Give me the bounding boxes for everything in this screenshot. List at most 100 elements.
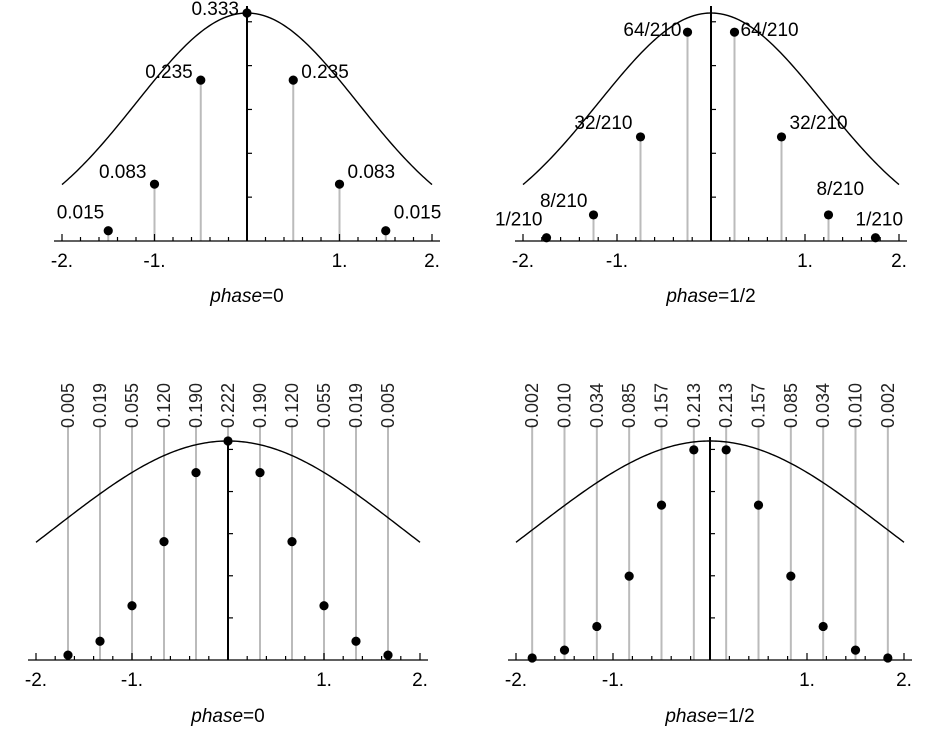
data-label: 8/210 (817, 179, 865, 200)
data-label: 0.120 (282, 383, 302, 428)
data-label: 0.002 (878, 383, 898, 428)
x-tick-label: 1. (797, 251, 813, 272)
data-point (63, 650, 73, 660)
data-label: 0.190 (250, 383, 270, 428)
data-label: 32/210 (790, 113, 848, 134)
data-label: 1/210 (856, 210, 904, 231)
data-point (196, 75, 206, 85)
chart-panel-bottom-right: -2. -1. 1. 2. 0.002 0.010 0.034 0.085 0.157 0.213… (505, 383, 912, 727)
data-point (635, 132, 646, 142)
data-label: 0.157 (652, 383, 672, 428)
data-point (288, 75, 298, 85)
data-point (255, 467, 265, 478)
data-point (818, 621, 828, 632)
x-tick-label: 2. (891, 251, 907, 272)
data-point (381, 226, 391, 236)
data-point (592, 621, 602, 632)
data-point (319, 601, 329, 611)
data-point (624, 571, 634, 581)
data-label: 0.213 (716, 383, 736, 428)
data-point (883, 653, 893, 663)
data-label: 0.010 (555, 383, 575, 428)
data-point (127, 601, 137, 611)
chart-caption: phase=1/2 (665, 286, 755, 307)
data-point (721, 445, 731, 455)
data-point (689, 445, 699, 455)
data-label: 0.083 (348, 162, 396, 183)
data-point (559, 645, 570, 655)
data-point (191, 467, 201, 478)
data-label: 0.019 (90, 383, 110, 428)
data-label: 0.157 (749, 383, 769, 428)
data-label: 0.120 (154, 383, 174, 428)
data-label: 0.055 (314, 383, 334, 428)
data-point (588, 210, 599, 220)
data-point (351, 636, 361, 646)
chart-caption: phase=0 (190, 706, 264, 727)
data-point (223, 436, 233, 446)
data-point (776, 132, 787, 142)
data-label: 0.085 (781, 383, 801, 428)
data-label: 64/210 (623, 20, 681, 41)
data-label: 0.083 (99, 162, 147, 183)
x-tick-label: -1. (602, 670, 624, 691)
data-point (103, 226, 113, 236)
data-point (729, 27, 740, 37)
data-point (527, 653, 537, 663)
chart-panel-top-left: -2. -1. 1. 2. 0.015 0.083 0.235 0.333 0.235 0.083… (51, 0, 441, 307)
data-label: 0.213 (684, 383, 704, 428)
data-label: 64/210 (741, 20, 799, 41)
data-label: 0.333 (191, 0, 239, 20)
data-label: 0.235 (301, 62, 349, 83)
x-tick-label: -2. (51, 251, 73, 272)
data-label: 0.034 (813, 383, 833, 428)
chart-caption: phase=0 (209, 286, 283, 307)
chart-panel-bottom-left: -2. -1. 1. 2. 0.005 0.019 0.055 0.120 0.190 0.222… (25, 383, 428, 727)
data-point (823, 210, 834, 220)
data-point (850, 645, 861, 655)
data-point (149, 179, 160, 189)
data-label: 8/210 (540, 191, 588, 212)
x-tick-label: -2. (25, 670, 47, 691)
data-label: 0.019 (346, 383, 366, 428)
data-point (682, 27, 693, 37)
data-point (159, 537, 169, 547)
chart-caption: phase=1/2 (664, 706, 754, 727)
x-tick-label: 1. (799, 670, 815, 691)
x-tick-label: 1. (316, 670, 332, 691)
data-label: 0.055 (122, 383, 142, 428)
data-point (242, 8, 252, 18)
data-label: 0.002 (522, 383, 542, 428)
data-label: 0.085 (619, 383, 639, 428)
data-point (287, 537, 297, 547)
data-point (95, 636, 105, 646)
data-label: 0.005 (58, 383, 78, 428)
data-label: 0.235 (145, 62, 193, 83)
data-point (870, 233, 881, 243)
data-point (383, 650, 393, 660)
data-label: 0.015 (57, 203, 105, 224)
x-tick-label: 2. (412, 670, 428, 691)
data-point (334, 179, 345, 189)
data-label: 0.005 (378, 383, 398, 428)
x-tick-label: -2. (505, 670, 527, 691)
x-tick-label: 1. (332, 251, 348, 272)
x-tick-label: -1. (121, 670, 143, 691)
x-tick-label: -1. (606, 251, 628, 272)
x-tick-label: 2. (896, 670, 912, 691)
data-label: 0.190 (186, 383, 206, 428)
x-tick-label: -1. (143, 251, 165, 272)
data-label: 0.015 (394, 203, 442, 224)
data-point (541, 233, 552, 243)
data-label: 0.010 (846, 383, 866, 428)
data-label: 0.034 (587, 383, 607, 428)
data-point (656, 500, 667, 510)
data-label: 32/210 (574, 113, 632, 134)
x-tick-label: -2. (512, 251, 534, 272)
data-point (753, 500, 764, 510)
data-label: 0.222 (218, 383, 238, 428)
data-label: 1/210 (495, 210, 543, 231)
x-tick-label: 2. (424, 251, 440, 272)
